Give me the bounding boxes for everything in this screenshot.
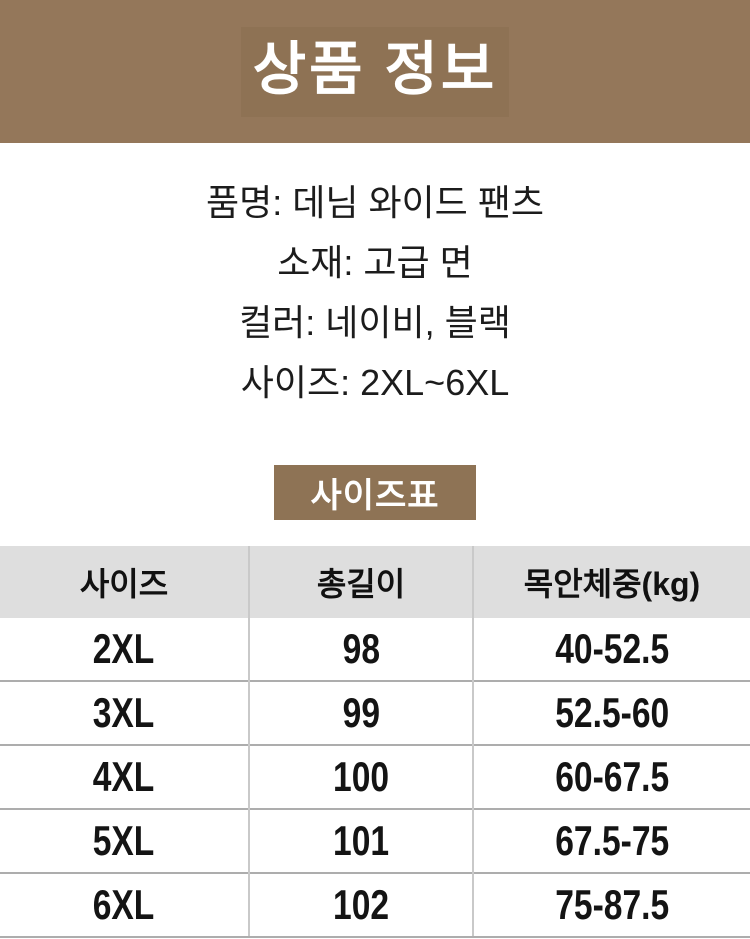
cell-weight: 52.5-60 [472, 680, 750, 745]
cell-weight: 40-52.5 [472, 618, 750, 681]
cell-length: 99 [248, 680, 473, 745]
table-row: 6XL 102 75-87.5 [0, 872, 750, 938]
page-title: 상품 정보 [240, 26, 510, 117]
table-row: 2XL 98 40-52.5 [0, 618, 750, 681]
header-size: 사이즈 [0, 546, 249, 618]
material-line: 소재: 고급 면 [277, 242, 473, 283]
cell-weight: 75-87.5 [472, 872, 750, 938]
size-table-header-row: 사이즈 총길이 목안체중(kg) [0, 546, 750, 618]
size-range-line: 사이즈: 2XL~6XL [240, 362, 510, 403]
table-row: 3XL 99 52.5-60 [0, 680, 750, 745]
cell-size: 2XL [93, 625, 155, 672]
product-name-line: 품명: 데님 와이드 팬츠 [205, 182, 545, 223]
header-weight-range: 목안체중(kg) [472, 546, 750, 618]
header-total-length: 총길이 [248, 546, 473, 618]
color-line: 컬러: 네이비, 블랙 [239, 302, 511, 343]
cell-length: 98 [248, 618, 473, 681]
cell-size: 3XL [0, 680, 249, 745]
cell-length: 102 [248, 872, 473, 938]
table-row: 4XL 100 60-67.5 [0, 744, 750, 809]
size-chart-badge: 사이즈표 [274, 465, 476, 520]
cell-weight: 60-67.5 [472, 744, 750, 809]
cell-length: 100 [248, 744, 473, 809]
size-table: 사이즈 총길이 목안체중(kg) 2XL 98 40-52.5 3XL 99 5… [0, 546, 750, 938]
header-banner: 상품 정보 [0, 0, 750, 143]
cell-length: 101 [248, 808, 473, 873]
cell-size: 4XL [0, 744, 249, 809]
cell-size: 6XL [0, 872, 249, 938]
table-row: 5XL 101 67.5-75 [0, 808, 750, 873]
product-info-section: 품명: 데님 와이드 팬츠 소재: 고급 면 컬러: 네이비, 블랙 사이즈: … [0, 173, 750, 413]
cell-weight: 67.5-75 [472, 808, 750, 873]
cell-size: 5XL [0, 808, 249, 873]
size-chart-badge-wrap: 사이즈표 [0, 465, 750, 520]
